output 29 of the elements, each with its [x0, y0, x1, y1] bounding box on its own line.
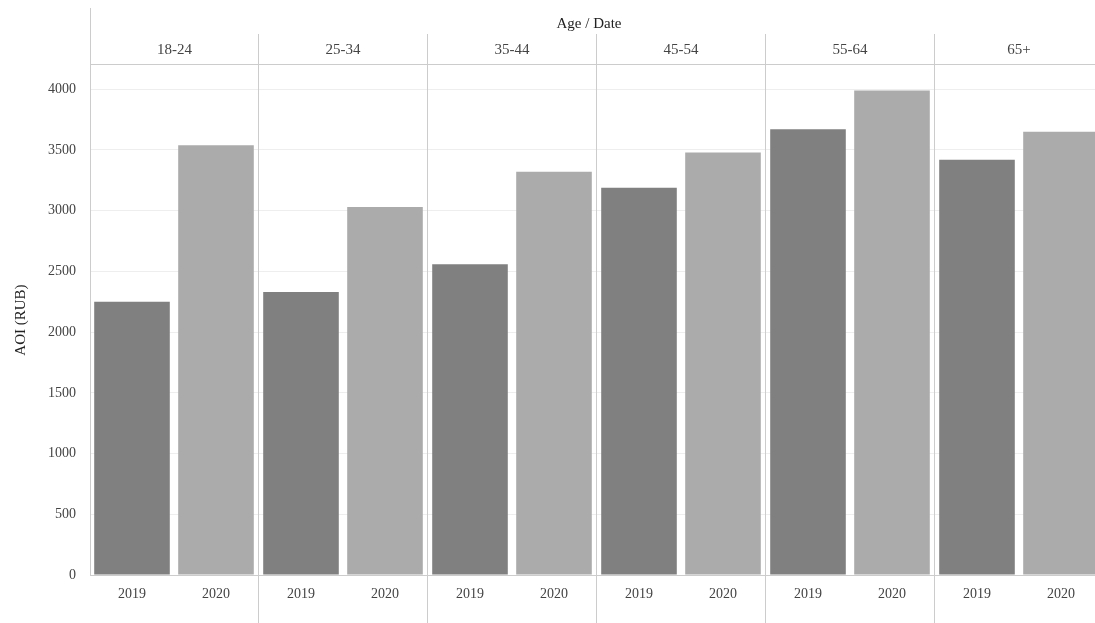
y-tick-label: 1000 [48, 445, 76, 461]
x-tick-label: 2019 [794, 586, 822, 602]
y-axis-title: AOI (RUB) [11, 284, 29, 356]
x-tick-label: 2020 [878, 586, 906, 602]
y-tick-label: 2000 [48, 323, 76, 339]
x-tick-label: 2020 [371, 586, 399, 602]
y-tick-label: 3500 [48, 141, 76, 157]
chart-title: 55-64 [832, 41, 868, 57]
y-tick-label: 3000 [48, 202, 76, 218]
chart-title: 18-24 [157, 41, 192, 57]
x-tick-label: 2019 [963, 586, 991, 602]
chart-title: 25-34 [325, 41, 361, 57]
y-tick-label: 2500 [48, 263, 76, 279]
x-tick-label: 2020 [1047, 586, 1075, 602]
x-tick-label: 2019 [625, 586, 653, 602]
x-tick-label: 2020 [202, 586, 230, 602]
y-tick-label: 4000 [48, 80, 76, 96]
y-tick-label: 500 [55, 505, 76, 521]
chart-title: 65+ [1007, 41, 1031, 57]
text: Age / Date [556, 15, 622, 31]
y-tick-label: 0 [69, 566, 76, 582]
chart-title: 35-44 [494, 41, 530, 57]
x-tick-label: 2020 [540, 586, 568, 602]
chart-title: 45-54 [663, 41, 699, 57]
x-tick-label: 2020 [709, 586, 737, 602]
x-tick-label: 2019 [287, 586, 315, 602]
y-tick-label: 1500 [48, 384, 76, 400]
x-tick-label: 2019 [118, 586, 146, 602]
x-tick-label: 2019 [456, 586, 484, 602]
